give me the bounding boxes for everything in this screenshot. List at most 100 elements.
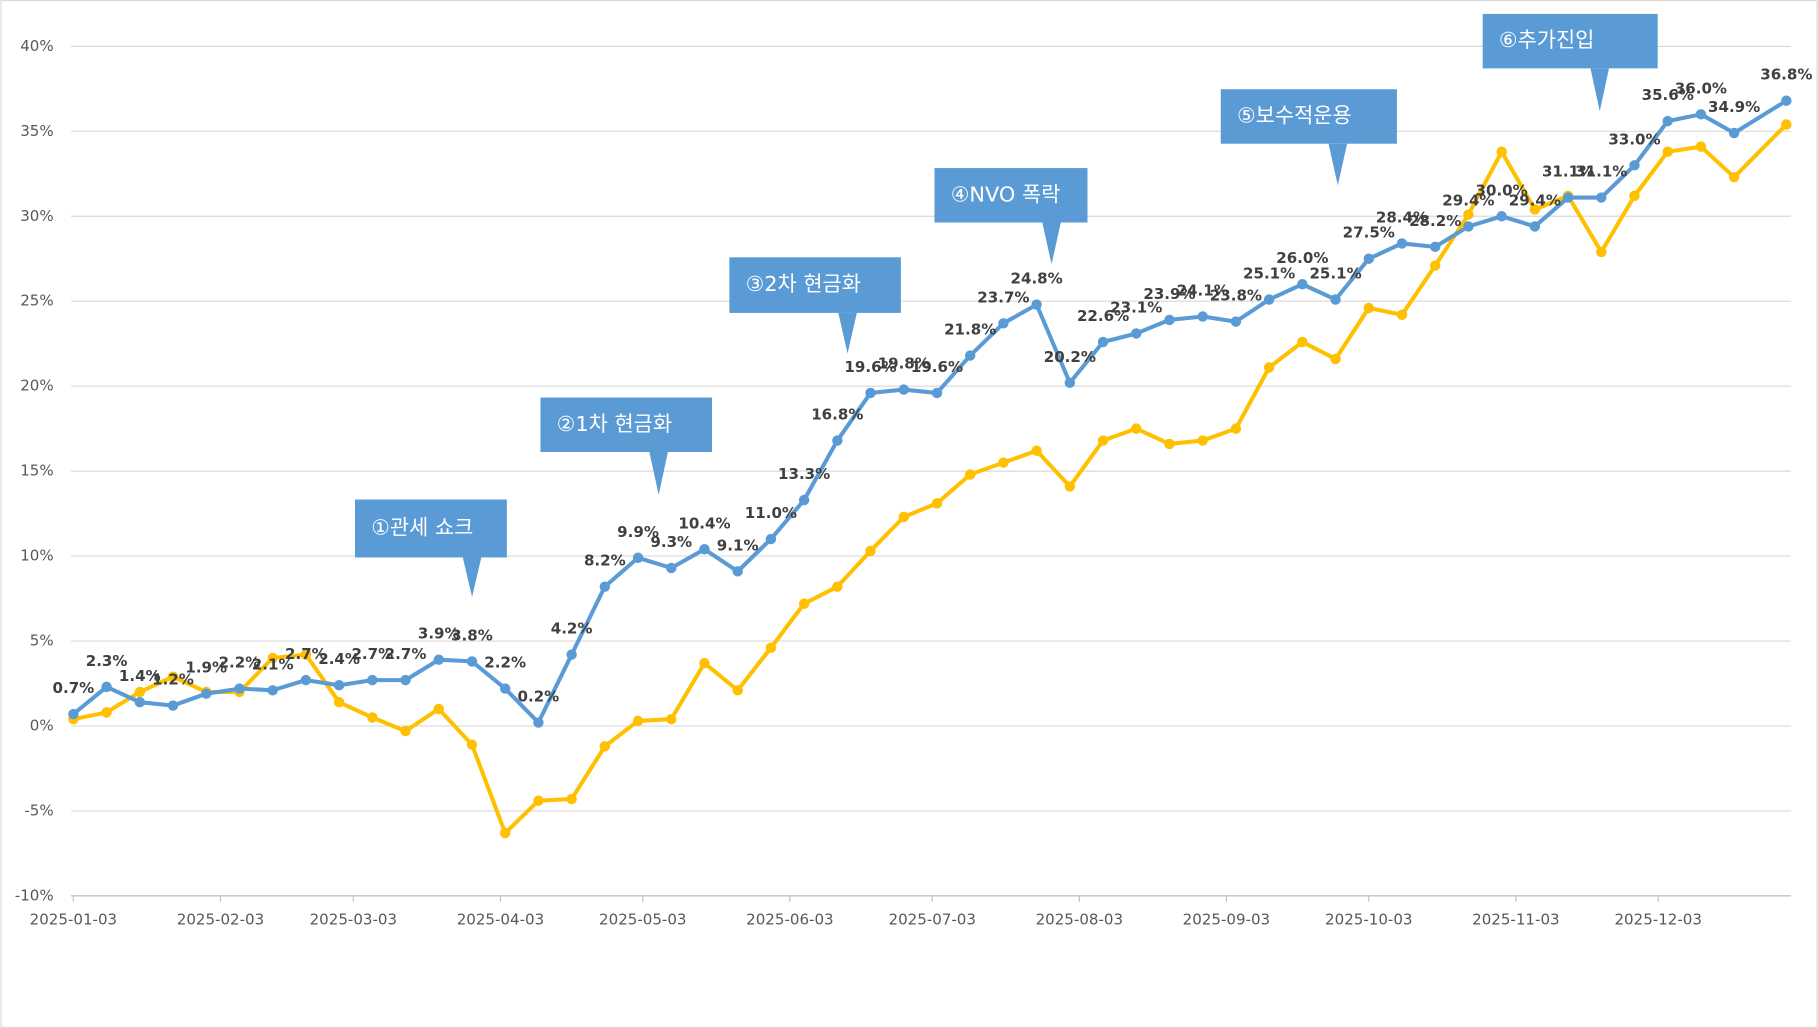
callout-box xyxy=(729,257,901,313)
data-point xyxy=(1131,423,1142,434)
callout-pointer xyxy=(1590,68,1610,112)
data-point xyxy=(499,827,511,839)
data-point xyxy=(1396,238,1408,249)
data-point xyxy=(267,652,278,664)
data-label: 9.9% xyxy=(617,523,659,541)
data-label: 2.1% xyxy=(252,655,294,673)
data-point xyxy=(1164,438,1175,450)
data-point xyxy=(865,387,876,399)
data-point xyxy=(1562,192,1574,203)
y-tick-label: 40% xyxy=(20,37,53,55)
data-point xyxy=(1097,435,1109,446)
data-label: 2.7% xyxy=(351,645,393,663)
data-point xyxy=(1031,445,1042,456)
series-line xyxy=(72,123,1788,836)
data-label: 2.3% xyxy=(86,652,128,670)
data-label: 27.5% xyxy=(1343,224,1395,242)
callout-box xyxy=(1220,89,1397,144)
data-label: 20.2% xyxy=(1044,348,1096,366)
data-point xyxy=(300,674,312,686)
data-point xyxy=(1695,109,1707,120)
data-point xyxy=(1429,241,1441,253)
data-point xyxy=(1230,423,1242,434)
data-point xyxy=(1463,209,1474,220)
x-tick-label: 2025-06-03 xyxy=(746,911,833,929)
data-point xyxy=(234,683,245,694)
data-point xyxy=(1131,328,1142,339)
x-tick-label: 2025-11-03 xyxy=(1472,911,1559,929)
data-point xyxy=(267,685,278,696)
data-label: 29.4% xyxy=(1509,191,1561,209)
data-label: 2.7% xyxy=(385,645,427,663)
callout-pointer xyxy=(1042,222,1061,265)
data-point xyxy=(931,387,943,399)
data-point xyxy=(1781,119,1792,130)
x-tick-label: 2025-08-03 xyxy=(1036,911,1123,929)
y-tick-label: 0% xyxy=(30,716,54,734)
data-point xyxy=(666,713,677,725)
data-point xyxy=(400,674,411,686)
data-point xyxy=(1297,336,1308,348)
callout-box xyxy=(934,168,1088,223)
y-tick-label: 15% xyxy=(20,462,53,480)
x-tick-label: 2025-03-03 xyxy=(310,911,397,929)
data-point xyxy=(699,544,710,555)
data-point xyxy=(1230,316,1242,327)
data-label: 24.8% xyxy=(1011,270,1063,288)
data-point xyxy=(466,739,478,750)
data-label: 1.4% xyxy=(119,667,161,685)
data-label: 28.4% xyxy=(1376,208,1428,226)
data-point xyxy=(300,649,312,660)
data-point xyxy=(201,688,212,699)
callout-box xyxy=(1482,13,1658,69)
callout-pointer xyxy=(462,557,482,597)
data-point xyxy=(566,649,577,660)
data-point xyxy=(1064,377,1076,388)
x-tick-label: 2025-07-03 xyxy=(889,911,976,929)
y-tick-label: 5% xyxy=(30,632,54,650)
data-point xyxy=(1064,481,1076,492)
data-point xyxy=(1529,204,1541,215)
data-point xyxy=(101,681,112,693)
data-point xyxy=(832,581,843,592)
data-label: 21.8% xyxy=(944,321,996,339)
data-label: 4.2% xyxy=(551,620,593,638)
annotation: ⑤보수적운용 xyxy=(1237,103,1352,127)
data-point xyxy=(732,566,743,577)
data-label: 16.8% xyxy=(811,406,863,424)
data-point xyxy=(1363,253,1374,264)
data-point xyxy=(1463,221,1474,232)
data-label: 2.4% xyxy=(318,650,360,668)
data-point xyxy=(1197,311,1208,322)
data-point xyxy=(533,795,544,806)
annotation: ⑥추가진입 xyxy=(1499,28,1594,52)
data-label: 35.6% xyxy=(1642,86,1694,104)
data-label: 10.4% xyxy=(678,514,730,532)
data-point xyxy=(1429,260,1441,271)
data-point xyxy=(1297,279,1308,290)
data-point xyxy=(1330,294,1341,305)
data-point xyxy=(466,656,478,667)
data-point xyxy=(134,696,146,708)
data-point xyxy=(433,654,444,665)
data-label: 28.2% xyxy=(1409,212,1461,230)
data-point xyxy=(1662,115,1673,127)
data-point xyxy=(765,642,777,654)
data-label: 25.1% xyxy=(1243,265,1295,283)
data-point xyxy=(998,318,1009,329)
data-point xyxy=(1164,314,1175,326)
data-point xyxy=(167,700,179,711)
annotation: ③2차 현금화 xyxy=(746,272,861,296)
data-label: 30.0% xyxy=(1476,181,1528,199)
data-point xyxy=(732,685,743,696)
data-point xyxy=(832,435,843,446)
data-point xyxy=(566,793,577,805)
data-label: 19.8% xyxy=(878,355,930,373)
x-tick-label: 2025-04-03 xyxy=(457,911,544,929)
data-point xyxy=(1496,211,1507,222)
data-label: 22.6% xyxy=(1077,307,1129,325)
data-label: 8.2% xyxy=(584,552,626,570)
data-point xyxy=(632,552,644,563)
y-tick-label: 35% xyxy=(20,122,53,140)
data-label: 23.7% xyxy=(977,288,1029,306)
